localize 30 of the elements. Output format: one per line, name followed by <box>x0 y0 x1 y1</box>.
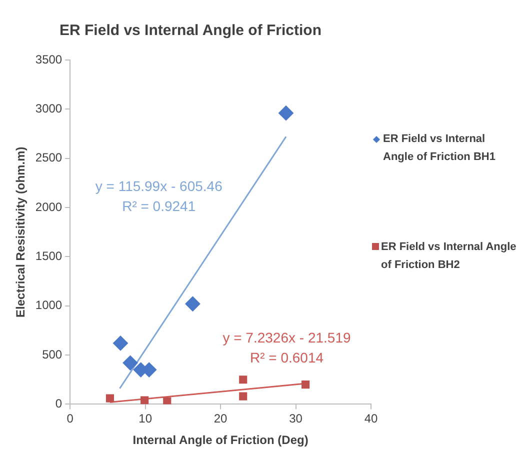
x-axis-title: Internal Angle of Friction (Deg) <box>132 433 308 448</box>
point <box>239 392 248 400</box>
legend-label: ER Field vs Internal Angle of Friction BH2 <box>381 240 517 273</box>
y-tick-label: 3500 <box>35 52 62 66</box>
point <box>239 376 248 384</box>
point <box>112 336 128 351</box>
y-axis-title: Electrical Resisitivity (ohm.m) <box>14 146 28 318</box>
point <box>140 396 149 404</box>
point <box>185 296 200 312</box>
x-tick-label: 40 <box>364 412 378 426</box>
x-tick-label: 0 <box>66 412 74 426</box>
chart-title: ER Field vs Internal Angle of Friction <box>60 22 322 40</box>
x-tick-label: 10 <box>138 412 152 426</box>
y-tick-label: 3000 <box>35 101 62 116</box>
x-tick-label: 30 <box>289 412 303 426</box>
legend-label: ER Field vs Internal Angle of Friction BH1 <box>383 132 496 165</box>
point <box>163 397 172 404</box>
y-tick-label: 500 <box>42 347 62 362</box>
y-tick-label: 2000 <box>35 200 62 214</box>
y-tick-label: 1000 <box>35 298 62 312</box>
x-tick-label: 20 <box>214 412 228 426</box>
annotation: y = 7.2326x - 21.519 R² = 0.6014 <box>222 330 351 366</box>
point <box>106 394 114 402</box>
y-tick-label: 1500 <box>35 249 62 263</box>
y-tick-label: 0 <box>55 396 62 411</box>
y-tick-label: 2500 <box>35 150 62 165</box>
point <box>302 380 310 389</box>
point <box>122 355 138 370</box>
point <box>278 106 294 121</box>
annotation: y = 115.99x - 605.46 R² = 0.9241 <box>95 178 223 214</box>
